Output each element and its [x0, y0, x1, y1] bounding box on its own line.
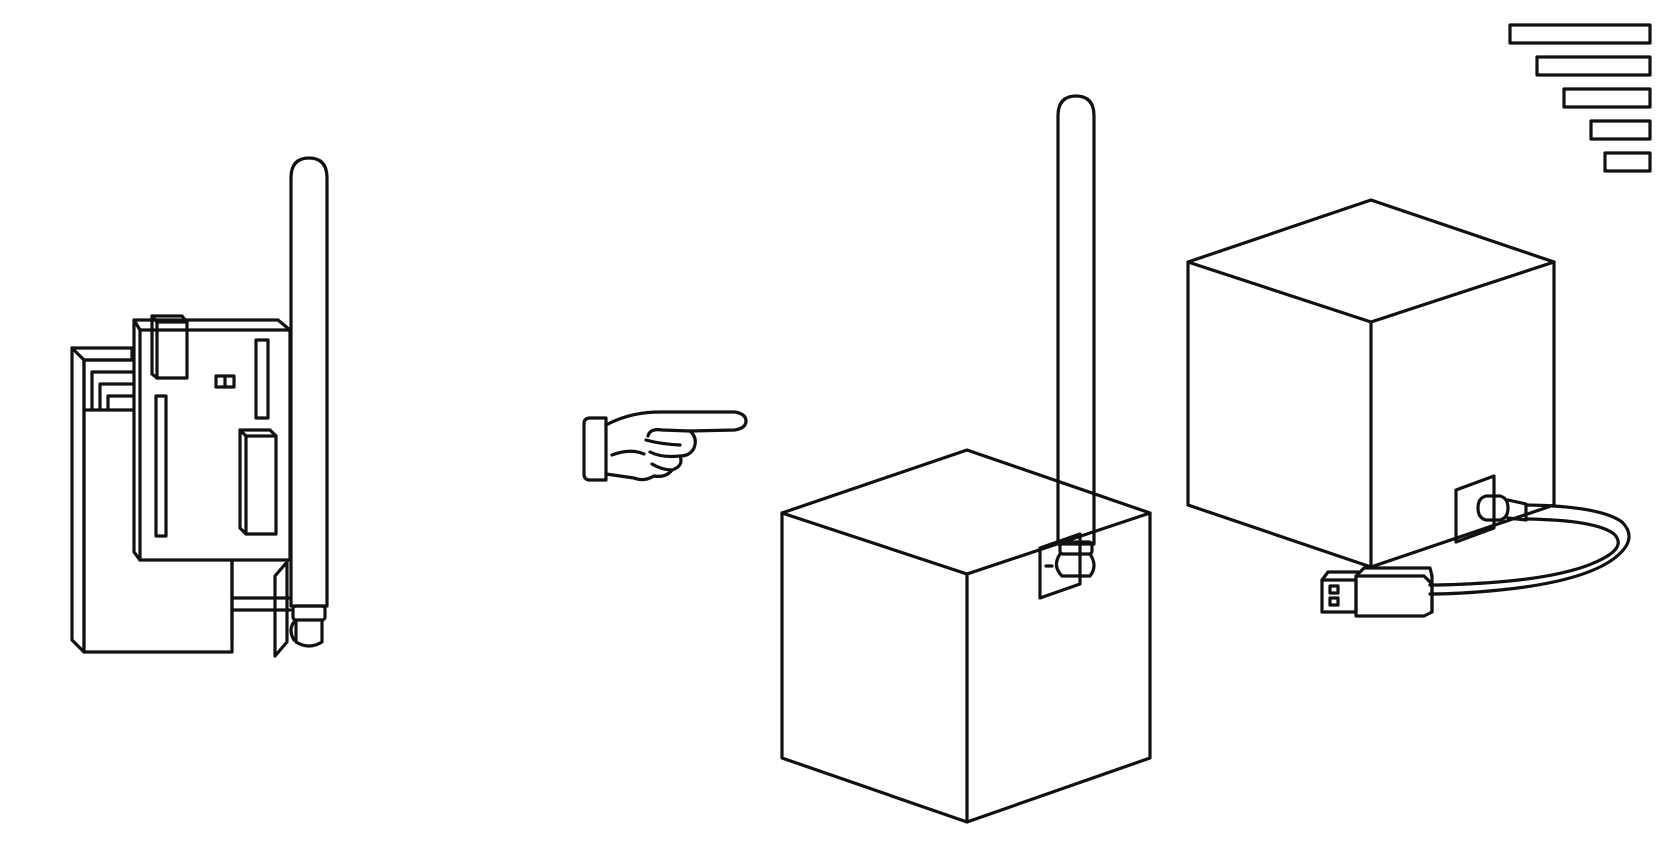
front-cube — [782, 450, 1150, 822]
usb-cable-icon — [1322, 496, 1629, 616]
back-cube — [1188, 200, 1554, 567]
antenna-icon — [291, 158, 327, 646]
pointing-hand-icon — [584, 412, 746, 480]
stacked-bars-decoration — [1510, 25, 1650, 171]
front-antenna-icon — [1046, 96, 1094, 576]
circuit-board-icon — [72, 316, 290, 656]
